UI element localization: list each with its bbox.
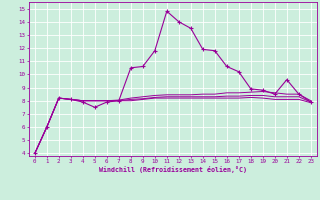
- X-axis label: Windchill (Refroidissement éolien,°C): Windchill (Refroidissement éolien,°C): [99, 166, 247, 173]
